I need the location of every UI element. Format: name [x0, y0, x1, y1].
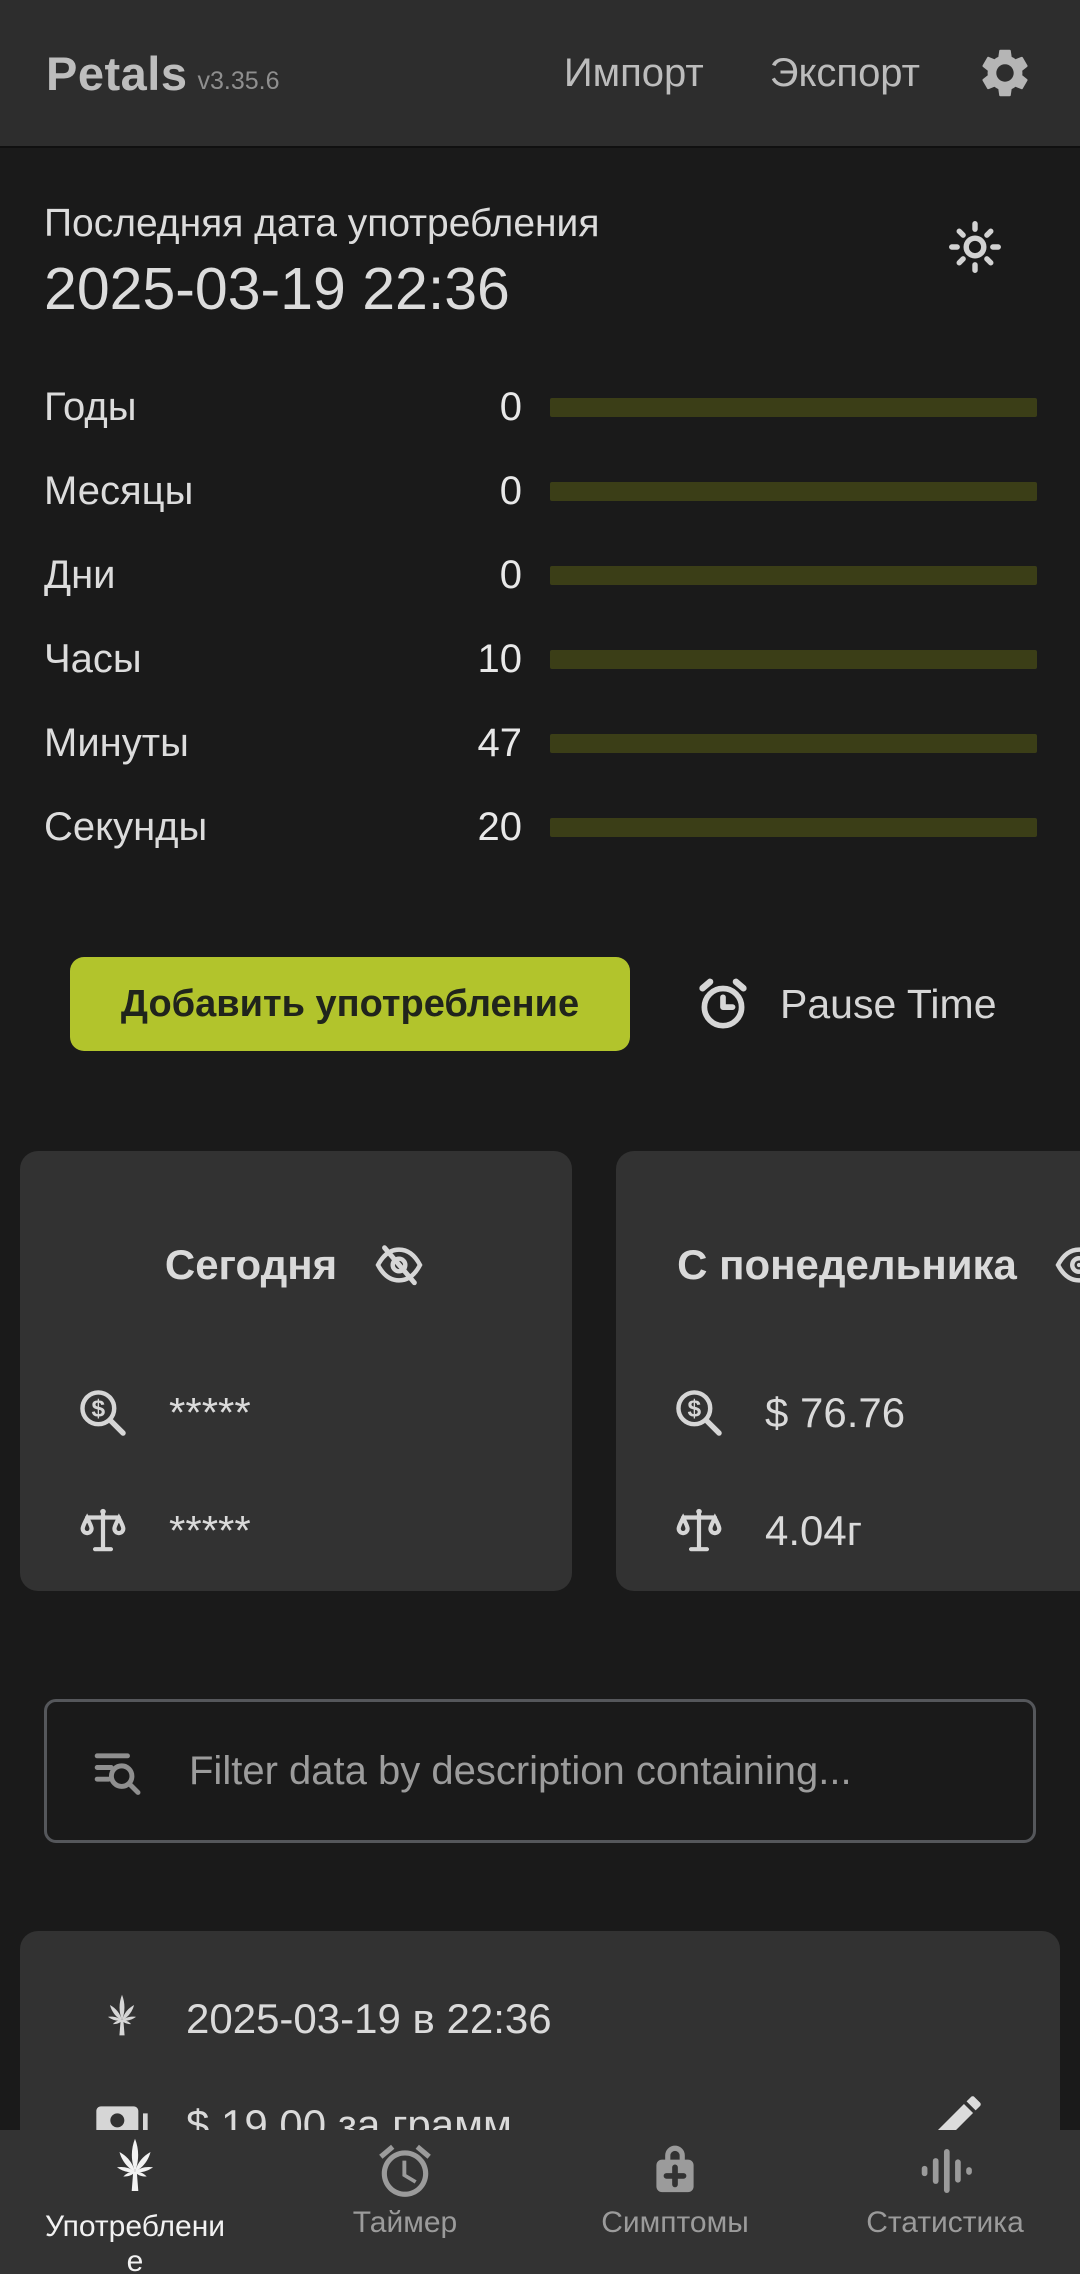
scales-icon — [671, 1503, 727, 1559]
money-value: ***** — [169, 1389, 251, 1436]
cannabis-leaf-icon — [99, 2134, 171, 2206]
counter-value: 10 — [477, 636, 523, 681]
medical-bag-icon — [644, 2140, 706, 2202]
payments-icon — [94, 2097, 150, 2153]
counter-value: 0 — [499, 552, 522, 597]
weight-value: ***** — [169, 1507, 251, 1554]
card-title: Сегодня — [164, 1241, 338, 1288]
nav-label: Таймер — [352, 2206, 458, 2239]
filter-box — [44, 1699, 1036, 1843]
eye-icon[interactable] — [1051, 1237, 1080, 1293]
app-version: v3.35.6 — [197, 66, 280, 95]
scales-icon — [75, 1503, 131, 1559]
progress-track — [550, 481, 1037, 501]
settings-gear-icon[interactable] — [976, 44, 1034, 102]
counter-row-days: Дни 0 — [0, 533, 1080, 617]
progress-track — [550, 649, 1037, 669]
money-search-icon: $ — [671, 1385, 727, 1441]
nav-label: Статистика — [866, 2206, 1024, 2239]
card-since-monday: С понедельника $ $ 76 — [616, 1151, 1080, 1591]
money-value: $ 76.76 — [765, 1389, 906, 1436]
filter-search-icon — [89, 1743, 145, 1799]
pause-time-label: Pause Time — [780, 980, 997, 1027]
counter-row-years: Годы 0 — [0, 365, 1080, 449]
counter-value: 47 — [477, 720, 523, 765]
svg-text:$: $ — [92, 1396, 106, 1423]
nav-item-timer[interactable]: Таймер — [270, 2130, 540, 2274]
counter-label: Дни — [44, 552, 116, 597]
weight-value: 4.04г — [765, 1507, 863, 1554]
add-use-button[interactable]: Добавить употребление — [70, 957, 630, 1051]
svg-text:$: $ — [688, 1396, 702, 1423]
top-bar: Petals v3.35.6 Импорт Экспорт — [0, 0, 1080, 146]
bottom-nav: Употребление Таймер Симптомы — [0, 2130, 1080, 2274]
counter-row-minutes: Минуты 47 — [0, 701, 1080, 785]
counter-value: 20 — [477, 804, 523, 849]
counter-value: 0 — [499, 384, 522, 429]
app-title: Petals — [46, 46, 188, 100]
eye-off-icon[interactable] — [371, 1237, 427, 1293]
progress-track — [550, 817, 1037, 837]
last-use-label: Последняя дата употребления — [44, 202, 600, 245]
nav-label: Употребление — [44, 2210, 226, 2274]
edit-pencil-icon[interactable] — [930, 2089, 988, 2147]
progress-track — [550, 733, 1037, 753]
counter-value: 0 — [499, 468, 522, 513]
counter-row-months: Месяцы 0 — [0, 449, 1080, 533]
cannabis-leaf-icon — [94, 1991, 150, 2047]
countup-list: Годы 0 Месяцы 0 Дни 0 Часы 10 Минуты 47 … — [0, 365, 1080, 869]
summary-cards: Сегодня $ ***** — [0, 1151, 1080, 1591]
counter-label: Секунды — [44, 804, 208, 849]
import-button[interactable]: Импорт — [558, 50, 710, 97]
entry-datetime: 2025-03-19 в 22:36 — [186, 1995, 552, 2042]
last-use-datetime: 2025-03-19 22:36 — [44, 256, 510, 322]
counter-label: Месяцы — [44, 468, 194, 513]
counter-label: Годы — [44, 384, 137, 429]
alarm-clock-icon — [692, 973, 754, 1035]
counter-row-seconds: Секунды 20 — [0, 785, 1080, 869]
export-button[interactable]: Экспорт — [764, 50, 926, 97]
card-title: С понедельника — [677, 1241, 1017, 1288]
theme-sun-icon[interactable] — [944, 216, 1006, 278]
progress-track — [550, 565, 1037, 585]
filter-input[interactable] — [187, 1747, 991, 1795]
counter-label: Часы — [44, 636, 142, 681]
progress-track — [550, 397, 1037, 417]
equalizer-bars-icon — [914, 2140, 976, 2202]
counter-row-hours: Часы 10 — [0, 617, 1080, 701]
pause-time-button[interactable]: Pause Time — [686, 972, 1003, 1036]
nav-item-use[interactable]: Употребление — [0, 2130, 270, 2274]
last-use-section: Последняя дата употребления 2025-03-19 2… — [0, 146, 1080, 323]
counter-label: Минуты — [44, 720, 189, 765]
nav-label: Симптомы — [601, 2206, 749, 2239]
money-search-icon: $ — [75, 1385, 131, 1441]
card-today: Сегодня $ ***** — [20, 1151, 572, 1591]
actions-row: Добавить употребление Pause Time — [0, 957, 1080, 1051]
nav-item-symptoms[interactable]: Симптомы — [540, 2130, 810, 2274]
alarm-clock-icon — [374, 2140, 436, 2202]
nav-item-statistics[interactable]: Статистика — [810, 2130, 1080, 2274]
